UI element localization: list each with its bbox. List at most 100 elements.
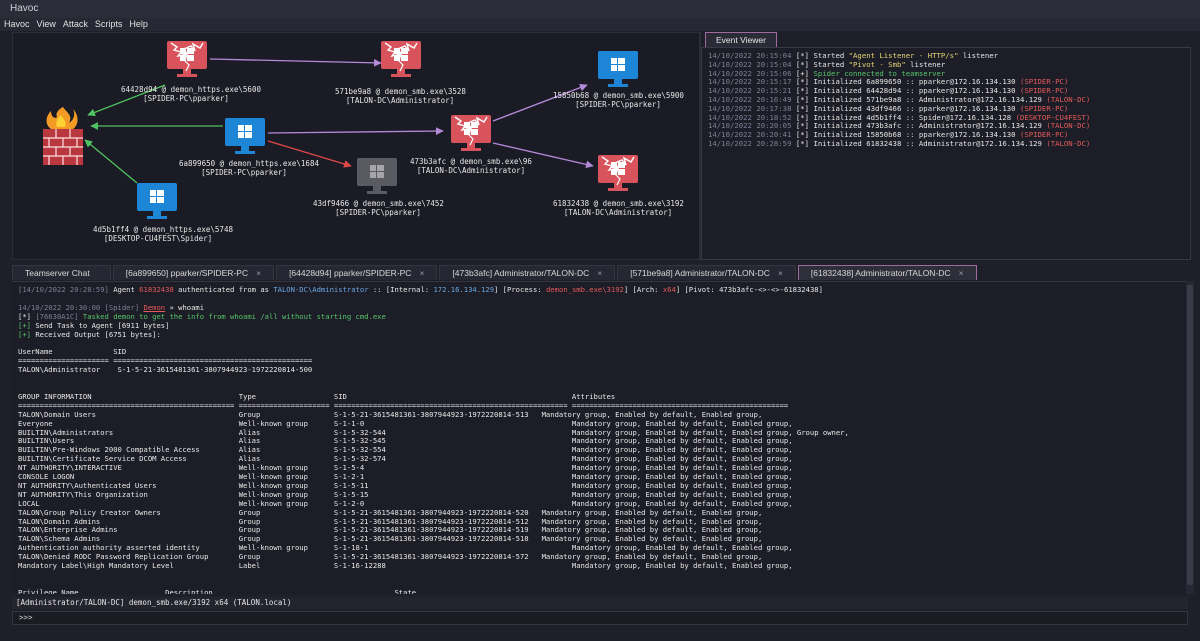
output-line: NT AUTHORITY\Authenticated Users Well-kn… bbox=[18, 480, 793, 490]
event-text: Initialized 4d5b1ff4 :: Spider@172.16.13… bbox=[813, 112, 1016, 122]
event-timestamp: 14/10/2022 20:16:49 bbox=[708, 94, 792, 104]
output-line: LOCAL Well-known group S-1-2-0 Mandatory… bbox=[18, 498, 793, 508]
node-id-label: 571be9a8 @ demon_smb.exe\3528 bbox=[335, 87, 466, 96]
event-host: (TALON-DC) bbox=[1046, 138, 1091, 148]
text: ] [Process: bbox=[494, 285, 546, 294]
menu-attack[interactable]: Attack bbox=[62, 19, 88, 29]
tab-label: [473b3afc] Administrator/TALON-DC bbox=[452, 268, 590, 278]
tab-session[interactable]: [64428d94] pparker/SPIDER-PC × bbox=[276, 265, 438, 280]
output-line: TALON\Enterprise Admins Group S-1-5-21-3… bbox=[18, 525, 763, 535]
link-n8-firewall bbox=[84, 139, 138, 184]
session-status: [Administrator/TALON-DC] demon_smb.exe/3… bbox=[12, 597, 1188, 609]
event-text: Initialized 64428d94 :: pparker@172.16.1… bbox=[813, 86, 1020, 96]
output-line: NT AUTHORITY\This Organization Well-know… bbox=[18, 489, 793, 499]
event-timestamp: 14/10/2022 20:17:38 bbox=[708, 103, 792, 113]
tab-session[interactable]: Teamserver Chat bbox=[12, 265, 111, 280]
recv-text: Received Output [6751 bytes]: bbox=[35, 329, 161, 339]
command-input[interactable]: >>> bbox=[12, 611, 1188, 625]
node-id-label: 43df9466 @ demon_smb.exe\7452 bbox=[313, 199, 444, 208]
output-line: TALON\Schema Admins Group S-1-5-21-36154… bbox=[18, 534, 763, 544]
firewall-icon[interactable] bbox=[43, 107, 83, 165]
windows-host-icon[interactable] bbox=[137, 183, 177, 219]
tab-session[interactable]: [6a899650] pparker/SPIDER-PC × bbox=[112, 265, 275, 280]
node-label: 61832438 @ demon_smb.exe\3192 [TALON-DC\… bbox=[553, 199, 684, 217]
node-id-label: 4d5b1ff4 @ demon_https.exe\5748 bbox=[93, 225, 233, 234]
event-timestamp: 14/10/2022 20:15:17 bbox=[708, 77, 792, 87]
event-text: Started bbox=[813, 51, 849, 60]
output-line: TALON\Group Policy Creator Owners Group … bbox=[18, 507, 763, 517]
menu-scripts[interactable]: Scripts bbox=[94, 19, 123, 29]
event-log[interactable]: 14/10/2022 20:15:04 [*] Started "Agent L… bbox=[701, 47, 1191, 260]
event-host: (TALON-DC) bbox=[1046, 121, 1091, 131]
windows-host-icon[interactable] bbox=[598, 51, 638, 87]
windows-host-icon[interactable] bbox=[225, 118, 265, 154]
event-mark: [*] bbox=[795, 51, 810, 60]
event-mark: [*] bbox=[795, 138, 810, 148]
close-icon[interactable]: × bbox=[256, 268, 262, 278]
node-label: 571be9a8 @ demon_smb.exe\3528 [TALON-DC\… bbox=[335, 87, 466, 105]
event-line: 14/10/2022 20:15:04 [*] Started "Pivot -… bbox=[708, 59, 1184, 70]
compromised-windows-icon[interactable] bbox=[381, 41, 421, 77]
event-host: (SPIDER-PC) bbox=[1019, 86, 1069, 96]
node-id-label: 15850b68 @ demon_smb.exe\5900 bbox=[553, 91, 684, 100]
close-icon[interactable]: × bbox=[777, 268, 783, 278]
text: authenticated from as bbox=[173, 285, 274, 294]
arch: x64 bbox=[662, 285, 676, 294]
link-n1-n2 bbox=[209, 58, 382, 67]
output-line: BUILTIN\Pre-Windows 2000 Compatible Acce… bbox=[18, 445, 793, 455]
node-id-label: 473b3afc @ demon_smb.exe\96 bbox=[410, 157, 532, 166]
demon-label: Demon bbox=[143, 302, 166, 312]
task-id: [76630A1C] bbox=[35, 311, 79, 321]
agent-auth-line: [14/10/2022 20:28:59] Agent 61832438 aut… bbox=[18, 285, 1180, 295]
node-id-label: 64428d94 @ demon_https.exe\5600 bbox=[121, 85, 261, 94]
tab-label: Teamserver Chat bbox=[25, 268, 90, 278]
event-quoted: "Pivot - Smb" bbox=[848, 59, 906, 69]
task-line: [*] [76630A1C] Tasked demon to get the i… bbox=[18, 311, 386, 321]
tab-event-viewer[interactable]: Event Viewer bbox=[705, 32, 777, 47]
compromised-windows-icon[interactable] bbox=[167, 41, 207, 77]
close-icon[interactable]: × bbox=[597, 268, 603, 278]
event-line: 14/10/2022 20:15:06 [+] Spider connected… bbox=[708, 69, 1184, 79]
text: Agent bbox=[108, 285, 140, 294]
console-scrollbar[interactable] bbox=[1186, 281, 1194, 594]
link-n4-n5 bbox=[267, 127, 444, 135]
menu-view[interactable]: View bbox=[36, 19, 56, 29]
scrollbar-thumb[interactable] bbox=[1187, 285, 1193, 585]
output-line: TALON\Domain Admins Group S-1-5-21-36154… bbox=[18, 516, 763, 526]
event-mark: [*] bbox=[795, 130, 810, 140]
dead-host-icon[interactable] bbox=[357, 158, 397, 194]
output-line: TALON\Administrator S-1-5-21-3615481361-… bbox=[18, 365, 313, 375]
text: :: [Internal: bbox=[368, 285, 434, 294]
compromised-windows-icon[interactable] bbox=[598, 155, 638, 191]
event-timestamp: 14/10/2022 20:15:04 bbox=[708, 59, 792, 69]
link-n4-n6 bbox=[267, 140, 352, 168]
node-user-label: [SPIDER-PC\pparker] bbox=[575, 100, 661, 109]
session-tabs: Teamserver Chat [6a899650] pparker/SPIDER… bbox=[12, 265, 1200, 281]
event-quoted: "Agent Listener - HTTP/s" bbox=[848, 51, 959, 60]
event-tail: listener bbox=[905, 59, 946, 69]
tab-session[interactable]: [473b3afc] Administrator/TALON-DC × bbox=[439, 265, 616, 280]
tab-label: [571be9a8] Administrator/TALON-DC bbox=[630, 268, 770, 278]
user: TALON-DC\Administrator bbox=[273, 285, 369, 294]
output-line: Mandatory Label\High Mandatory Level Lab… bbox=[18, 561, 793, 571]
window-title: Havoc bbox=[0, 0, 1200, 18]
output-line: Authentication authority asserted identi… bbox=[18, 543, 793, 553]
node-label: 64428d94 @ demon_https.exe\5600 [SPIDER-… bbox=[121, 85, 261, 103]
event-line: 14/10/2022 20:16:49 [*] Initialized 571b… bbox=[708, 94, 1184, 105]
tab-label: [64428d94] pparker/SPIDER-PC bbox=[289, 268, 412, 278]
menu-havoc[interactable]: Havoc bbox=[4, 19, 30, 29]
console-output[interactable]: [14/10/2022 20:28:59] Agent 61832438 aut… bbox=[12, 281, 1186, 594]
event-text: Initialized 6a899650 :: pparker@172.16.1… bbox=[813, 77, 1020, 87]
close-icon[interactable]: × bbox=[958, 268, 964, 278]
menu-help[interactable]: Help bbox=[129, 19, 148, 29]
tab-session[interactable]: [61832438] Administrator/TALON-DC × bbox=[797, 265, 977, 280]
event-line: 14/10/2022 20:17:38 [*] Initialized 43df… bbox=[708, 103, 1184, 114]
event-timestamp: 14/10/2022 20:20:05 bbox=[708, 121, 792, 131]
close-icon[interactable]: × bbox=[419, 268, 425, 278]
node-user-label: [SPIDER-PC\pparker] bbox=[335, 208, 421, 217]
compromised-windows-icon[interactable] bbox=[451, 115, 491, 151]
event-text: Initialized 43df9466 :: pparker@172.16.1… bbox=[813, 103, 1020, 113]
session-graph[interactable]: 64428d94 @ demon_https.exe\5600 [SPIDER-… bbox=[12, 32, 700, 260]
tab-session[interactable]: [571be9a8] Administrator/TALON-DC × bbox=[617, 265, 796, 280]
event-text: Initialized 61832438 :: Administrator@17… bbox=[813, 138, 1047, 148]
